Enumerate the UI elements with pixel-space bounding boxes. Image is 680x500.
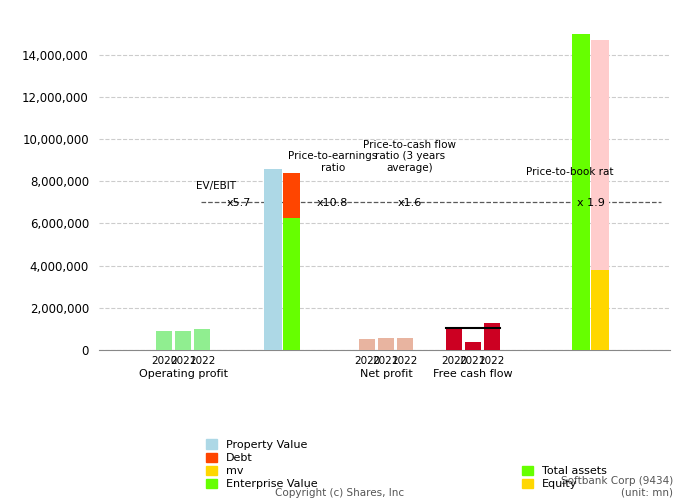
Text: Net profit: Net profit bbox=[360, 369, 412, 379]
Bar bbox=[359, 339, 375, 350]
Bar bbox=[194, 329, 210, 350]
Text: 2021: 2021 bbox=[460, 356, 486, 366]
Text: 2022: 2022 bbox=[392, 356, 418, 366]
Bar bbox=[483, 323, 500, 350]
Bar bbox=[156, 331, 172, 350]
Bar bbox=[283, 218, 301, 350]
Legend: Property Value, Debt, mv, Enterprise Value: Property Value, Debt, mv, Enterprise Val… bbox=[206, 440, 318, 490]
Bar bbox=[283, 202, 301, 350]
Bar bbox=[573, 34, 590, 350]
Bar bbox=[264, 168, 282, 350]
Text: x1.6: x1.6 bbox=[398, 198, 422, 207]
Text: x5.7: x5.7 bbox=[226, 198, 251, 207]
Text: Operating profit: Operating profit bbox=[139, 369, 228, 379]
Text: 2021: 2021 bbox=[373, 356, 399, 366]
Text: 2020: 2020 bbox=[151, 356, 177, 366]
Bar bbox=[378, 338, 394, 350]
Text: 2021: 2021 bbox=[170, 356, 197, 366]
Text: 2020: 2020 bbox=[441, 356, 467, 366]
Text: Copyright (c) Shares, Inc: Copyright (c) Shares, Inc bbox=[275, 488, 405, 498]
Text: x 1.9: x 1.9 bbox=[577, 198, 605, 207]
Text: Price-to-earnings
ratio: Price-to-earnings ratio bbox=[288, 151, 377, 173]
Text: Price-to-cash flow
ratio (3 years
average): Price-to-cash flow ratio (3 years averag… bbox=[363, 140, 456, 173]
Bar bbox=[283, 173, 301, 350]
Bar bbox=[396, 338, 413, 350]
Text: 2022: 2022 bbox=[189, 356, 215, 366]
Text: Softbank Corp (9434)
(unit: mn): Softbank Corp (9434) (unit: mn) bbox=[561, 476, 673, 498]
Text: x10.8: x10.8 bbox=[317, 198, 348, 207]
Legend: Total assets, Equity: Total assets, Equity bbox=[522, 466, 607, 489]
Bar bbox=[592, 270, 609, 350]
Bar bbox=[446, 327, 462, 350]
Text: 2020: 2020 bbox=[354, 356, 380, 366]
Text: EV/EBIT: EV/EBIT bbox=[196, 180, 236, 190]
Text: Price-to-book rat: Price-to-book rat bbox=[526, 167, 613, 177]
Text: Free cash flow: Free cash flow bbox=[433, 369, 513, 379]
Bar bbox=[592, 40, 609, 350]
Bar bbox=[464, 342, 481, 350]
Text: 2022: 2022 bbox=[479, 356, 505, 366]
Bar bbox=[175, 331, 191, 350]
